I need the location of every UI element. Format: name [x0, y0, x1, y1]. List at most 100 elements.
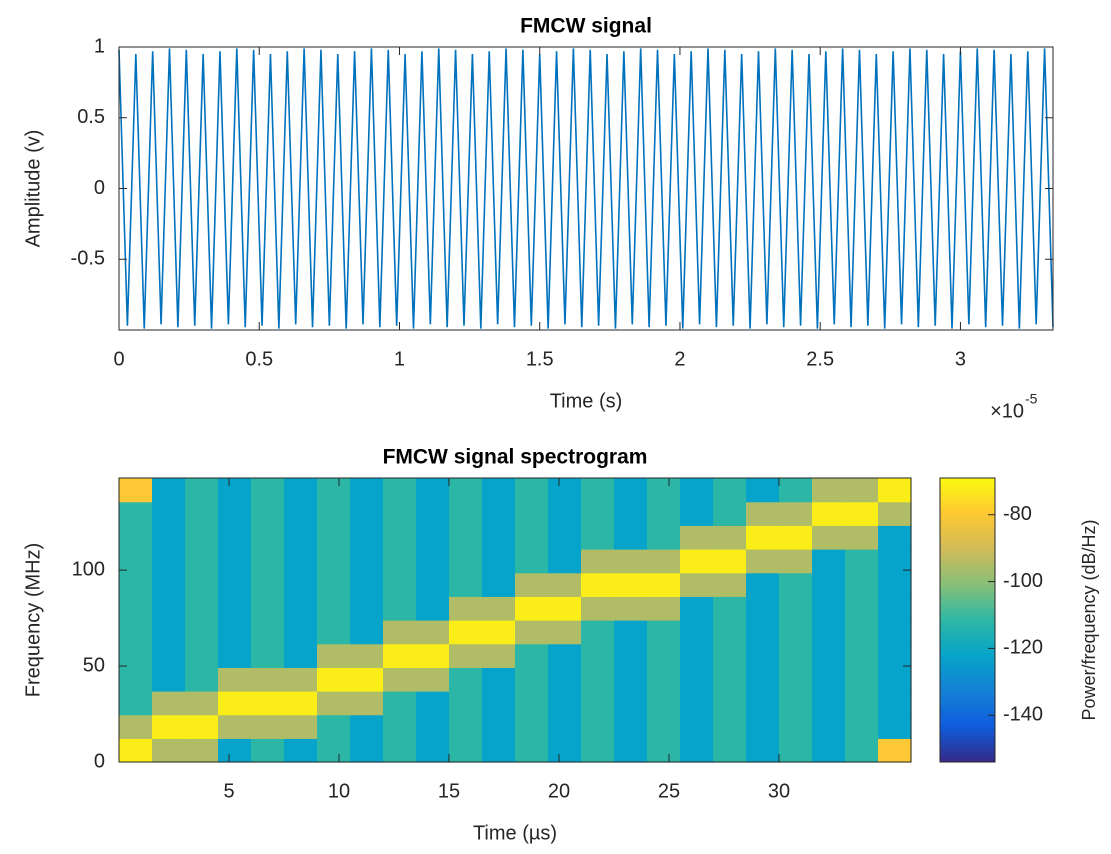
spectrogram-cell: [746, 667, 780, 692]
spectrogram-cell: [647, 525, 681, 550]
spectrogram-cell: [185, 620, 219, 645]
spectrogram-cell: [383, 643, 417, 668]
spectrogram-cell: [119, 714, 153, 739]
signal-line: [118, 48, 1054, 329]
spectrogram-cell: [218, 549, 252, 574]
spectrogram-cell: [713, 596, 747, 621]
spectrogram-cell: [746, 501, 780, 526]
spectrogram-cell: [284, 620, 318, 645]
spectrogram-cell: [680, 667, 714, 692]
spectrogram-cell: [119, 501, 153, 526]
spectrogram-cell: [812, 714, 846, 739]
spectrogram-cell: [383, 549, 417, 574]
spectrogram-cell: [548, 643, 582, 668]
spectrogram-cell: [845, 620, 879, 645]
spectrogram-cell: [581, 525, 615, 550]
spectrogram-cell: [845, 643, 879, 668]
spectrogram-cell: [548, 525, 582, 550]
spectrogram-cell: [317, 525, 351, 550]
spectrogram-cell: [152, 525, 186, 550]
spectrogram-cell: [482, 667, 516, 692]
spectrogram-cell: [482, 549, 516, 574]
y-tick-label: 100: [72, 558, 105, 580]
spectrogram-cell: [152, 572, 186, 597]
spectrogram-cell: [647, 501, 681, 526]
spectrogram-cell: [482, 714, 516, 739]
spectrogram-cell: [119, 691, 153, 716]
spectrogram-cell: [779, 667, 813, 692]
spectrogram-cell: [680, 596, 714, 621]
spectrogram-cell: [284, 738, 318, 763]
colorbar-tick-label: -140: [1003, 704, 1043, 726]
spectrogram-cell: [317, 549, 351, 574]
spectrogram-cell: [680, 643, 714, 668]
spectrogram-cell: [350, 572, 384, 597]
spectrogram-cell: [680, 549, 714, 574]
x-tick-label: 1.5: [526, 348, 554, 370]
spectrogram-cell: [548, 667, 582, 692]
spectrogram-cell: [350, 738, 384, 763]
spectrogram-cell: [119, 572, 153, 597]
spectrogram-cell: [185, 572, 219, 597]
spectrogram-cell: [581, 667, 615, 692]
spectrogram-cell: [680, 572, 714, 597]
spectrogram-cell: [812, 549, 846, 574]
spectrogram-cell: [449, 572, 483, 597]
spectrogram-cell: [317, 643, 351, 668]
spectrogram-cell: [284, 478, 318, 503]
spectrogram-cell: [845, 667, 879, 692]
spectrogram-cell: [284, 549, 318, 574]
spectrogram-cell: [581, 501, 615, 526]
spectrogram-cell: [119, 525, 153, 550]
spectrogram-cell: [878, 620, 912, 645]
spectrogram-cell: [581, 596, 615, 621]
spectrogram-cell: [251, 738, 285, 763]
spectrogram-cell: [779, 478, 813, 503]
y-tick-label: 0.5: [77, 106, 105, 128]
spectrogram-cell: [152, 549, 186, 574]
spectrogram-cell: [515, 738, 549, 763]
spectrogram-cell: [779, 525, 813, 550]
spectrogram-cell: [845, 501, 879, 526]
spectrogram-cell: [251, 596, 285, 621]
chart-title: FMCW signal: [520, 15, 652, 38]
spectrogram-cell: [251, 667, 285, 692]
spectrogram-cell: [812, 667, 846, 692]
spectrogram-cell: [284, 572, 318, 597]
spectrogram-cell: [317, 738, 351, 763]
spectrogram-cell: [812, 620, 846, 645]
spectrogram-cell: [119, 643, 153, 668]
spectrogram-cell: [845, 572, 879, 597]
spectrogram-cell: [119, 738, 153, 763]
spectrogram-cell: [614, 643, 648, 668]
spectrogram-cell: [878, 525, 912, 550]
spectrogram-cell: [779, 501, 813, 526]
x-tick-label: 20: [548, 780, 570, 802]
spectrogram-cell: [878, 549, 912, 574]
spectrogram-cell: [647, 620, 681, 645]
spectrogram-cell: [317, 714, 351, 739]
spectrogram-cell: [317, 478, 351, 503]
spectrogram-cell: [185, 714, 219, 739]
colorbar-tick-label: -80: [1003, 503, 1032, 525]
spectrogram-cell: [251, 525, 285, 550]
spectrogram-cell: [515, 643, 549, 668]
spectrogram-cell: [779, 643, 813, 668]
spectrogram-cell: [878, 714, 912, 739]
spectrogram-cell: [581, 478, 615, 503]
spectrogram-cell: [350, 596, 384, 621]
spectrogram-cell: [779, 620, 813, 645]
spectrogram-cell: [614, 572, 648, 597]
x-tick-label: 0: [113, 348, 124, 370]
spectrogram-cell: [680, 478, 714, 503]
spectrogram-cell: [713, 738, 747, 763]
x-tick-label: 0.5: [245, 348, 273, 370]
spectrogram-cell: [416, 667, 450, 692]
spectrogram-cell: [713, 572, 747, 597]
spectrogram-cell: [482, 620, 516, 645]
spectrogram-cell: [185, 667, 219, 692]
spectrogram-cell: [251, 691, 285, 716]
spectrogram-cell: [119, 667, 153, 692]
spectrogram-cell: [383, 738, 417, 763]
spectrogram-cell: [317, 501, 351, 526]
